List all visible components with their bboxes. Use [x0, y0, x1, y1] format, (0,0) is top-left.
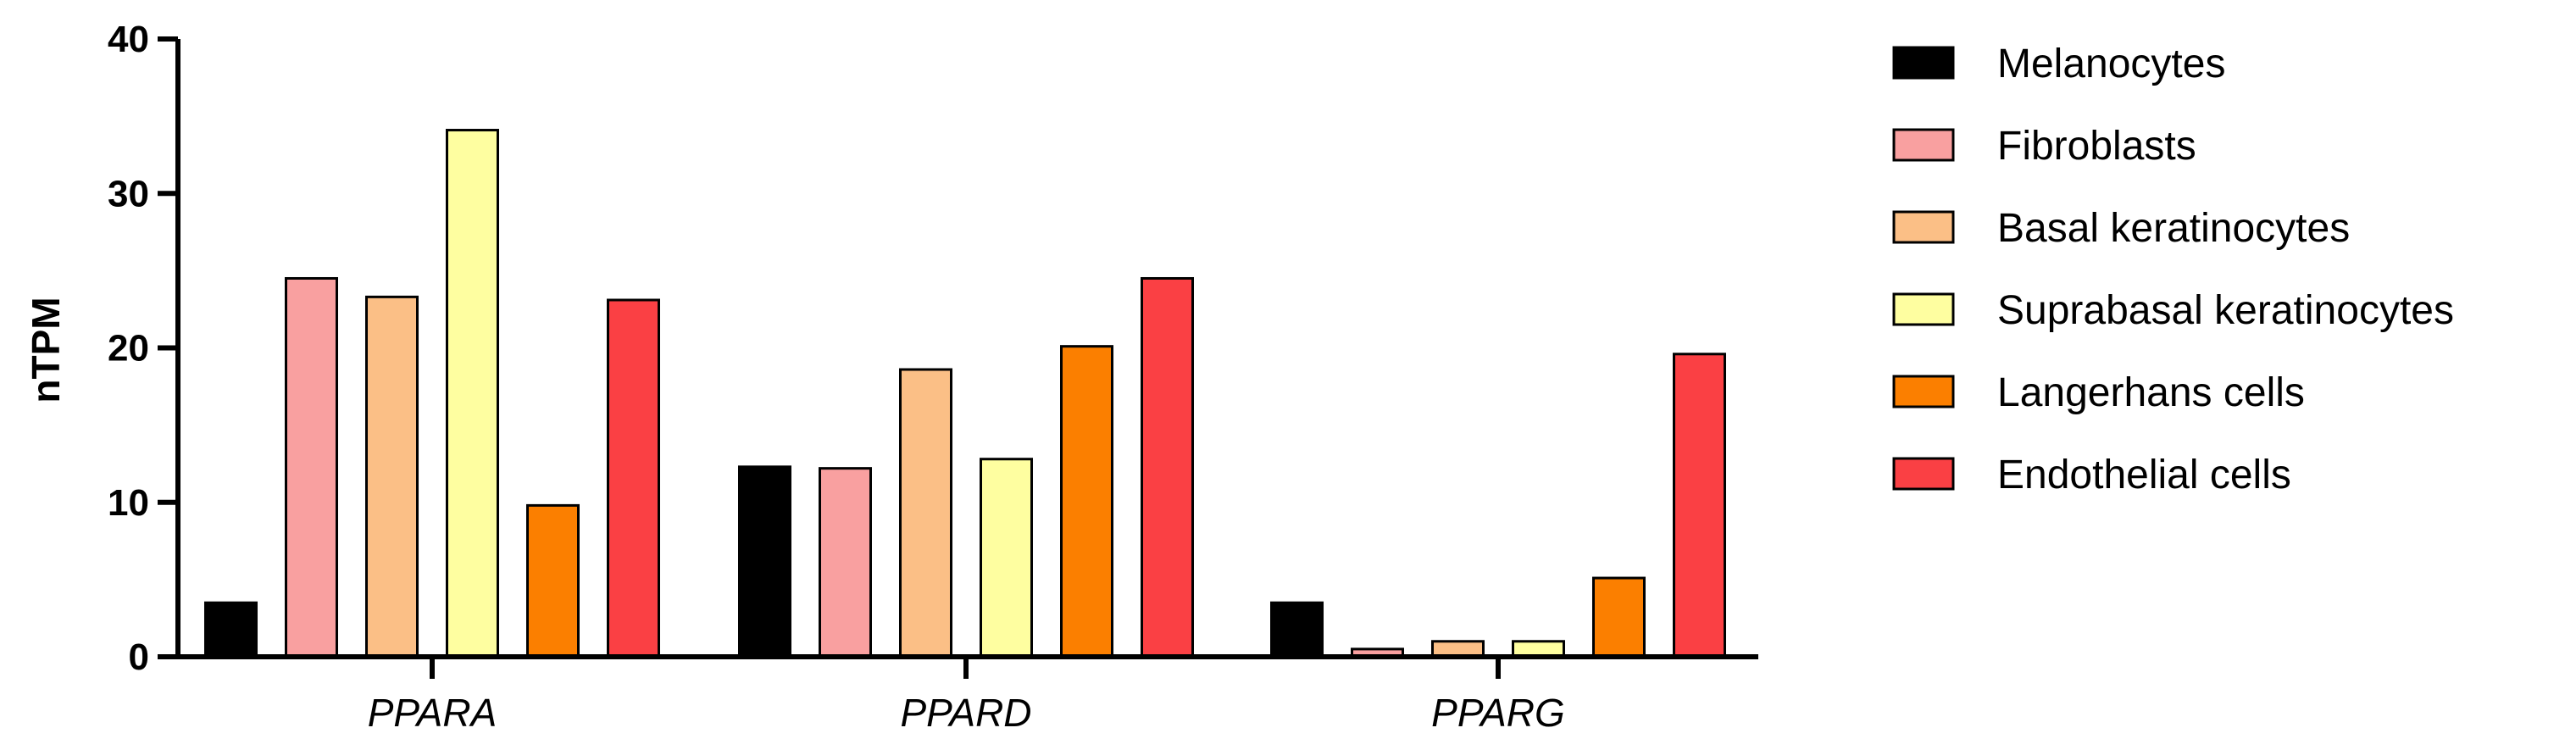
bar-ppard-melanocytes	[738, 465, 791, 658]
legend-label: Suprabasal keratinocytes	[1997, 288, 2454, 333]
legend-swatch-fibroblasts	[1892, 128, 1955, 162]
bar-pparg-melanocytes	[1270, 601, 1324, 658]
x-category-label: PPARG	[1431, 691, 1565, 735]
bar-pparg-langerhans-cells	[1592, 576, 1646, 658]
bar-ppard-suprabasal-keratinocytes	[980, 458, 1033, 658]
legend-swatch-basal-keratinocytes	[1892, 210, 1955, 244]
legend-label: Fibroblasts	[1997, 124, 2196, 169]
y-tick-label: 20	[108, 328, 149, 369]
bars-layer	[204, 129, 1726, 658]
bar-ppard-basal-keratinocytes	[899, 368, 952, 658]
legend: Melanocytes Fibroblasts Basal keratinocyte…	[1892, 42, 2454, 497]
bar-ppara-langerhans-cells	[526, 503, 580, 658]
y-tick-label: 10	[108, 482, 149, 524]
legend-swatch-langerhans-cells	[1892, 375, 1955, 408]
legend-label: Melanocytes	[1997, 42, 2225, 86]
bar-ppara-fibroblasts	[285, 276, 338, 658]
bar-ppara-basal-keratinocytes	[365, 295, 419, 658]
bar-ppara-endothelial-cells	[607, 298, 660, 658]
legend-swatch-suprabasal-keratinocytes	[1892, 292, 1955, 326]
legend-swatch-melanocytes	[1892, 46, 1955, 80]
legend-label: Langerhans cells	[1997, 370, 2305, 415]
y-axis-title: nTPM	[24, 297, 68, 403]
legend-label: Basal keratinocytes	[1997, 206, 2350, 251]
bar-ppard-langerhans-cells	[1060, 345, 1113, 658]
x-category-label: PPARD	[900, 691, 1031, 735]
bar-ppard-fibroblasts	[819, 467, 872, 658]
y-tick-label: 40	[108, 19, 149, 60]
x-category-label: PPARA	[368, 691, 497, 735]
bar-ppara-melanocytes	[204, 601, 258, 658]
legend-swatch-endothelial-cells	[1892, 457, 1955, 491]
bar-ppara-suprabasal-keratinocytes	[446, 129, 499, 658]
y-tick-label: 30	[108, 173, 149, 214]
bar-ppard-endothelial-cells	[1141, 276, 1194, 658]
legend-label: Endothelial cells	[1997, 453, 2291, 497]
y-tick-label: 0	[129, 636, 149, 678]
axes-layer: 0 10 20 30 40 PPARA PPARD PPARG	[108, 19, 1758, 735]
bar-pparg-endothelial-cells	[1673, 353, 1726, 658]
